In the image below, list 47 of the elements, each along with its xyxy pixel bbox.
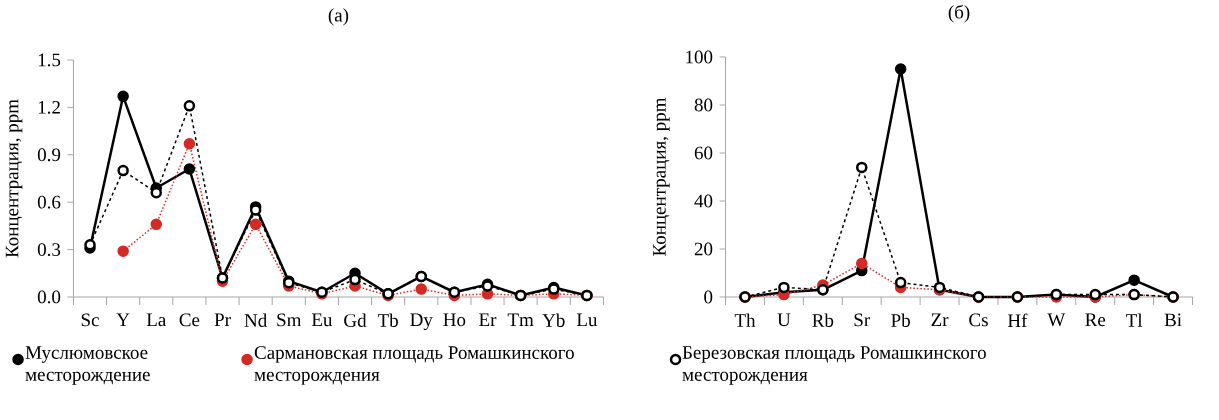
y-tick-label: 0 — [704, 290, 713, 304]
y-tick-label: 0.6 — [37, 195, 61, 209]
y-tick-label: 100 — [686, 50, 713, 64]
x-tick-label: Tm — [507, 313, 534, 326]
y-tick-label: 80 — [694, 98, 713, 112]
x-tick-label: Pb — [891, 313, 910, 327]
x-tick-label: W — [1047, 313, 1066, 327]
y-tick-label: 1.5 — [38, 53, 61, 67]
y-tick-label: 40 — [694, 194, 713, 208]
x-tick-label: Yb — [542, 313, 565, 327]
x-tick-label: Nd — [244, 313, 268, 327]
chart-title: (a) — [328, 8, 349, 26]
y-tick-label: 1.2 — [38, 100, 60, 114]
x-tick-label: Re — [1085, 313, 1106, 327]
x-tick-label: Lu — [576, 313, 598, 327]
y-tick-label: 0.3 — [37, 243, 61, 257]
x-tick-label: Sc — [81, 313, 99, 327]
x-tick-label: Gd — [344, 313, 367, 327]
y-axis-title: Концентрация, ppm — [653, 97, 670, 256]
chart-title: (б) — [948, 4, 970, 23]
x-tick-label: Rb — [812, 313, 834, 327]
x-tick-label: Sr — [854, 313, 871, 327]
y-axis-title: Концентрация, ppm — [5, 99, 23, 258]
x-tick-label: Bi — [1164, 313, 1182, 327]
y-tick-label: 60 — [694, 146, 713, 160]
x-tick-label: Tb — [377, 313, 398, 327]
legend-label: Муслюмовское месторождение — [25, 346, 150, 385]
x-tick-label: Tl — [1126, 313, 1143, 327]
x-tick-label: Th — [734, 313, 756, 327]
x-tick-label: Cs — [969, 313, 988, 327]
x-tick-label: Ho — [443, 313, 466, 327]
x-tick-label: Y — [116, 313, 130, 326]
x-tick-label: U — [777, 313, 791, 327]
x-tick-label: Pr — [214, 313, 231, 326]
y-tick-label: 20 — [694, 242, 713, 256]
y-tick-label: 0.0 — [37, 290, 61, 304]
x-tick-label: Er — [479, 313, 497, 326]
legend-label: Сармановская площадь Ромашкинского месторождения — [254, 346, 574, 385]
x-tick-label: Zr — [931, 313, 949, 326]
x-tick-label: Hf — [1007, 313, 1028, 327]
x-tick-label: Dy — [410, 313, 433, 331]
legend-label: Березовская площадь Ромашкинского месторождения — [682, 346, 986, 385]
x-tick-label: Ce — [179, 313, 200, 327]
x-tick-label: La — [146, 313, 167, 327]
x-tick-label: Eu — [311, 313, 333, 327]
y-tick-label: 0.9 — [37, 148, 61, 162]
x-tick-label: Sm — [277, 313, 302, 327]
